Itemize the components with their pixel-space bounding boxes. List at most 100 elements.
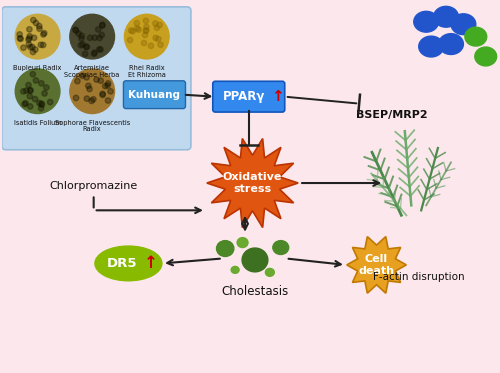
- Circle shape: [28, 44, 33, 50]
- Circle shape: [84, 75, 89, 80]
- Circle shape: [106, 81, 111, 86]
- Circle shape: [42, 31, 47, 36]
- Circle shape: [94, 77, 100, 82]
- Circle shape: [70, 14, 114, 59]
- Circle shape: [17, 32, 22, 37]
- Circle shape: [80, 42, 86, 47]
- Circle shape: [26, 35, 32, 41]
- Circle shape: [44, 85, 49, 90]
- Circle shape: [100, 92, 105, 98]
- Circle shape: [100, 22, 105, 28]
- Circle shape: [79, 33, 84, 38]
- Circle shape: [40, 42, 46, 48]
- Circle shape: [130, 28, 136, 34]
- Text: BSEP/MRP2: BSEP/MRP2: [356, 110, 428, 119]
- Text: Kuhuang: Kuhuang: [128, 90, 180, 100]
- Ellipse shape: [434, 6, 458, 27]
- Circle shape: [32, 96, 38, 102]
- Circle shape: [26, 82, 31, 88]
- Circle shape: [86, 83, 91, 88]
- Text: Isatidis Folium: Isatidis Folium: [14, 120, 62, 126]
- Text: Chlorpromazine: Chlorpromazine: [50, 181, 138, 191]
- Text: Bupleuri Radix: Bupleuri Radix: [14, 65, 62, 71]
- Circle shape: [20, 45, 26, 50]
- Circle shape: [98, 47, 103, 52]
- Circle shape: [154, 25, 160, 31]
- Circle shape: [108, 89, 113, 94]
- Circle shape: [92, 50, 98, 55]
- Circle shape: [16, 69, 60, 113]
- Ellipse shape: [451, 14, 476, 35]
- Circle shape: [18, 36, 24, 41]
- Circle shape: [134, 21, 140, 26]
- Ellipse shape: [237, 238, 248, 248]
- Circle shape: [36, 23, 42, 29]
- Circle shape: [92, 51, 97, 56]
- Ellipse shape: [266, 269, 274, 276]
- Circle shape: [136, 27, 141, 32]
- Circle shape: [37, 26, 42, 31]
- Circle shape: [27, 34, 32, 39]
- Circle shape: [78, 36, 84, 41]
- Circle shape: [153, 35, 158, 41]
- Text: Cell
death: Cell death: [358, 254, 394, 276]
- Text: ↑: ↑: [271, 89, 283, 104]
- Circle shape: [144, 24, 149, 30]
- Circle shape: [28, 88, 33, 93]
- Circle shape: [89, 98, 94, 104]
- Circle shape: [98, 78, 103, 84]
- Text: DR5: DR5: [107, 257, 138, 270]
- Text: ↑: ↑: [144, 254, 158, 272]
- Ellipse shape: [95, 246, 162, 281]
- Circle shape: [106, 98, 110, 103]
- Circle shape: [84, 44, 89, 50]
- Circle shape: [128, 28, 134, 33]
- Circle shape: [156, 36, 161, 42]
- Circle shape: [32, 35, 37, 41]
- Ellipse shape: [465, 27, 486, 46]
- Circle shape: [142, 32, 148, 38]
- Circle shape: [92, 35, 98, 40]
- Ellipse shape: [273, 241, 288, 254]
- Circle shape: [48, 99, 53, 105]
- Circle shape: [102, 84, 108, 89]
- Text: F-actin disruption: F-actin disruption: [373, 272, 464, 282]
- Circle shape: [143, 28, 148, 34]
- Circle shape: [39, 102, 44, 107]
- Ellipse shape: [418, 36, 444, 57]
- Circle shape: [157, 22, 162, 28]
- Circle shape: [24, 88, 29, 93]
- FancyBboxPatch shape: [2, 7, 191, 150]
- Text: Cholestasis: Cholestasis: [222, 285, 288, 298]
- Circle shape: [38, 81, 44, 86]
- Circle shape: [30, 44, 35, 50]
- Circle shape: [28, 104, 33, 109]
- Circle shape: [20, 89, 26, 94]
- Circle shape: [70, 69, 114, 113]
- Circle shape: [40, 32, 46, 37]
- Circle shape: [76, 31, 82, 37]
- Circle shape: [30, 72, 36, 77]
- Circle shape: [158, 42, 163, 47]
- Circle shape: [30, 49, 36, 55]
- Circle shape: [84, 44, 89, 50]
- Circle shape: [82, 51, 88, 57]
- Circle shape: [34, 20, 38, 26]
- Circle shape: [26, 26, 32, 32]
- Circle shape: [26, 37, 31, 43]
- Ellipse shape: [414, 11, 438, 32]
- Circle shape: [30, 18, 36, 23]
- FancyBboxPatch shape: [213, 81, 284, 112]
- Circle shape: [124, 14, 169, 59]
- Circle shape: [100, 91, 105, 97]
- Circle shape: [23, 100, 28, 106]
- Ellipse shape: [216, 241, 234, 257]
- Circle shape: [16, 14, 60, 59]
- Circle shape: [72, 27, 78, 32]
- Circle shape: [152, 21, 158, 26]
- Circle shape: [142, 40, 147, 46]
- Circle shape: [148, 43, 154, 48]
- Circle shape: [74, 78, 80, 84]
- Circle shape: [96, 47, 102, 52]
- Polygon shape: [207, 138, 298, 228]
